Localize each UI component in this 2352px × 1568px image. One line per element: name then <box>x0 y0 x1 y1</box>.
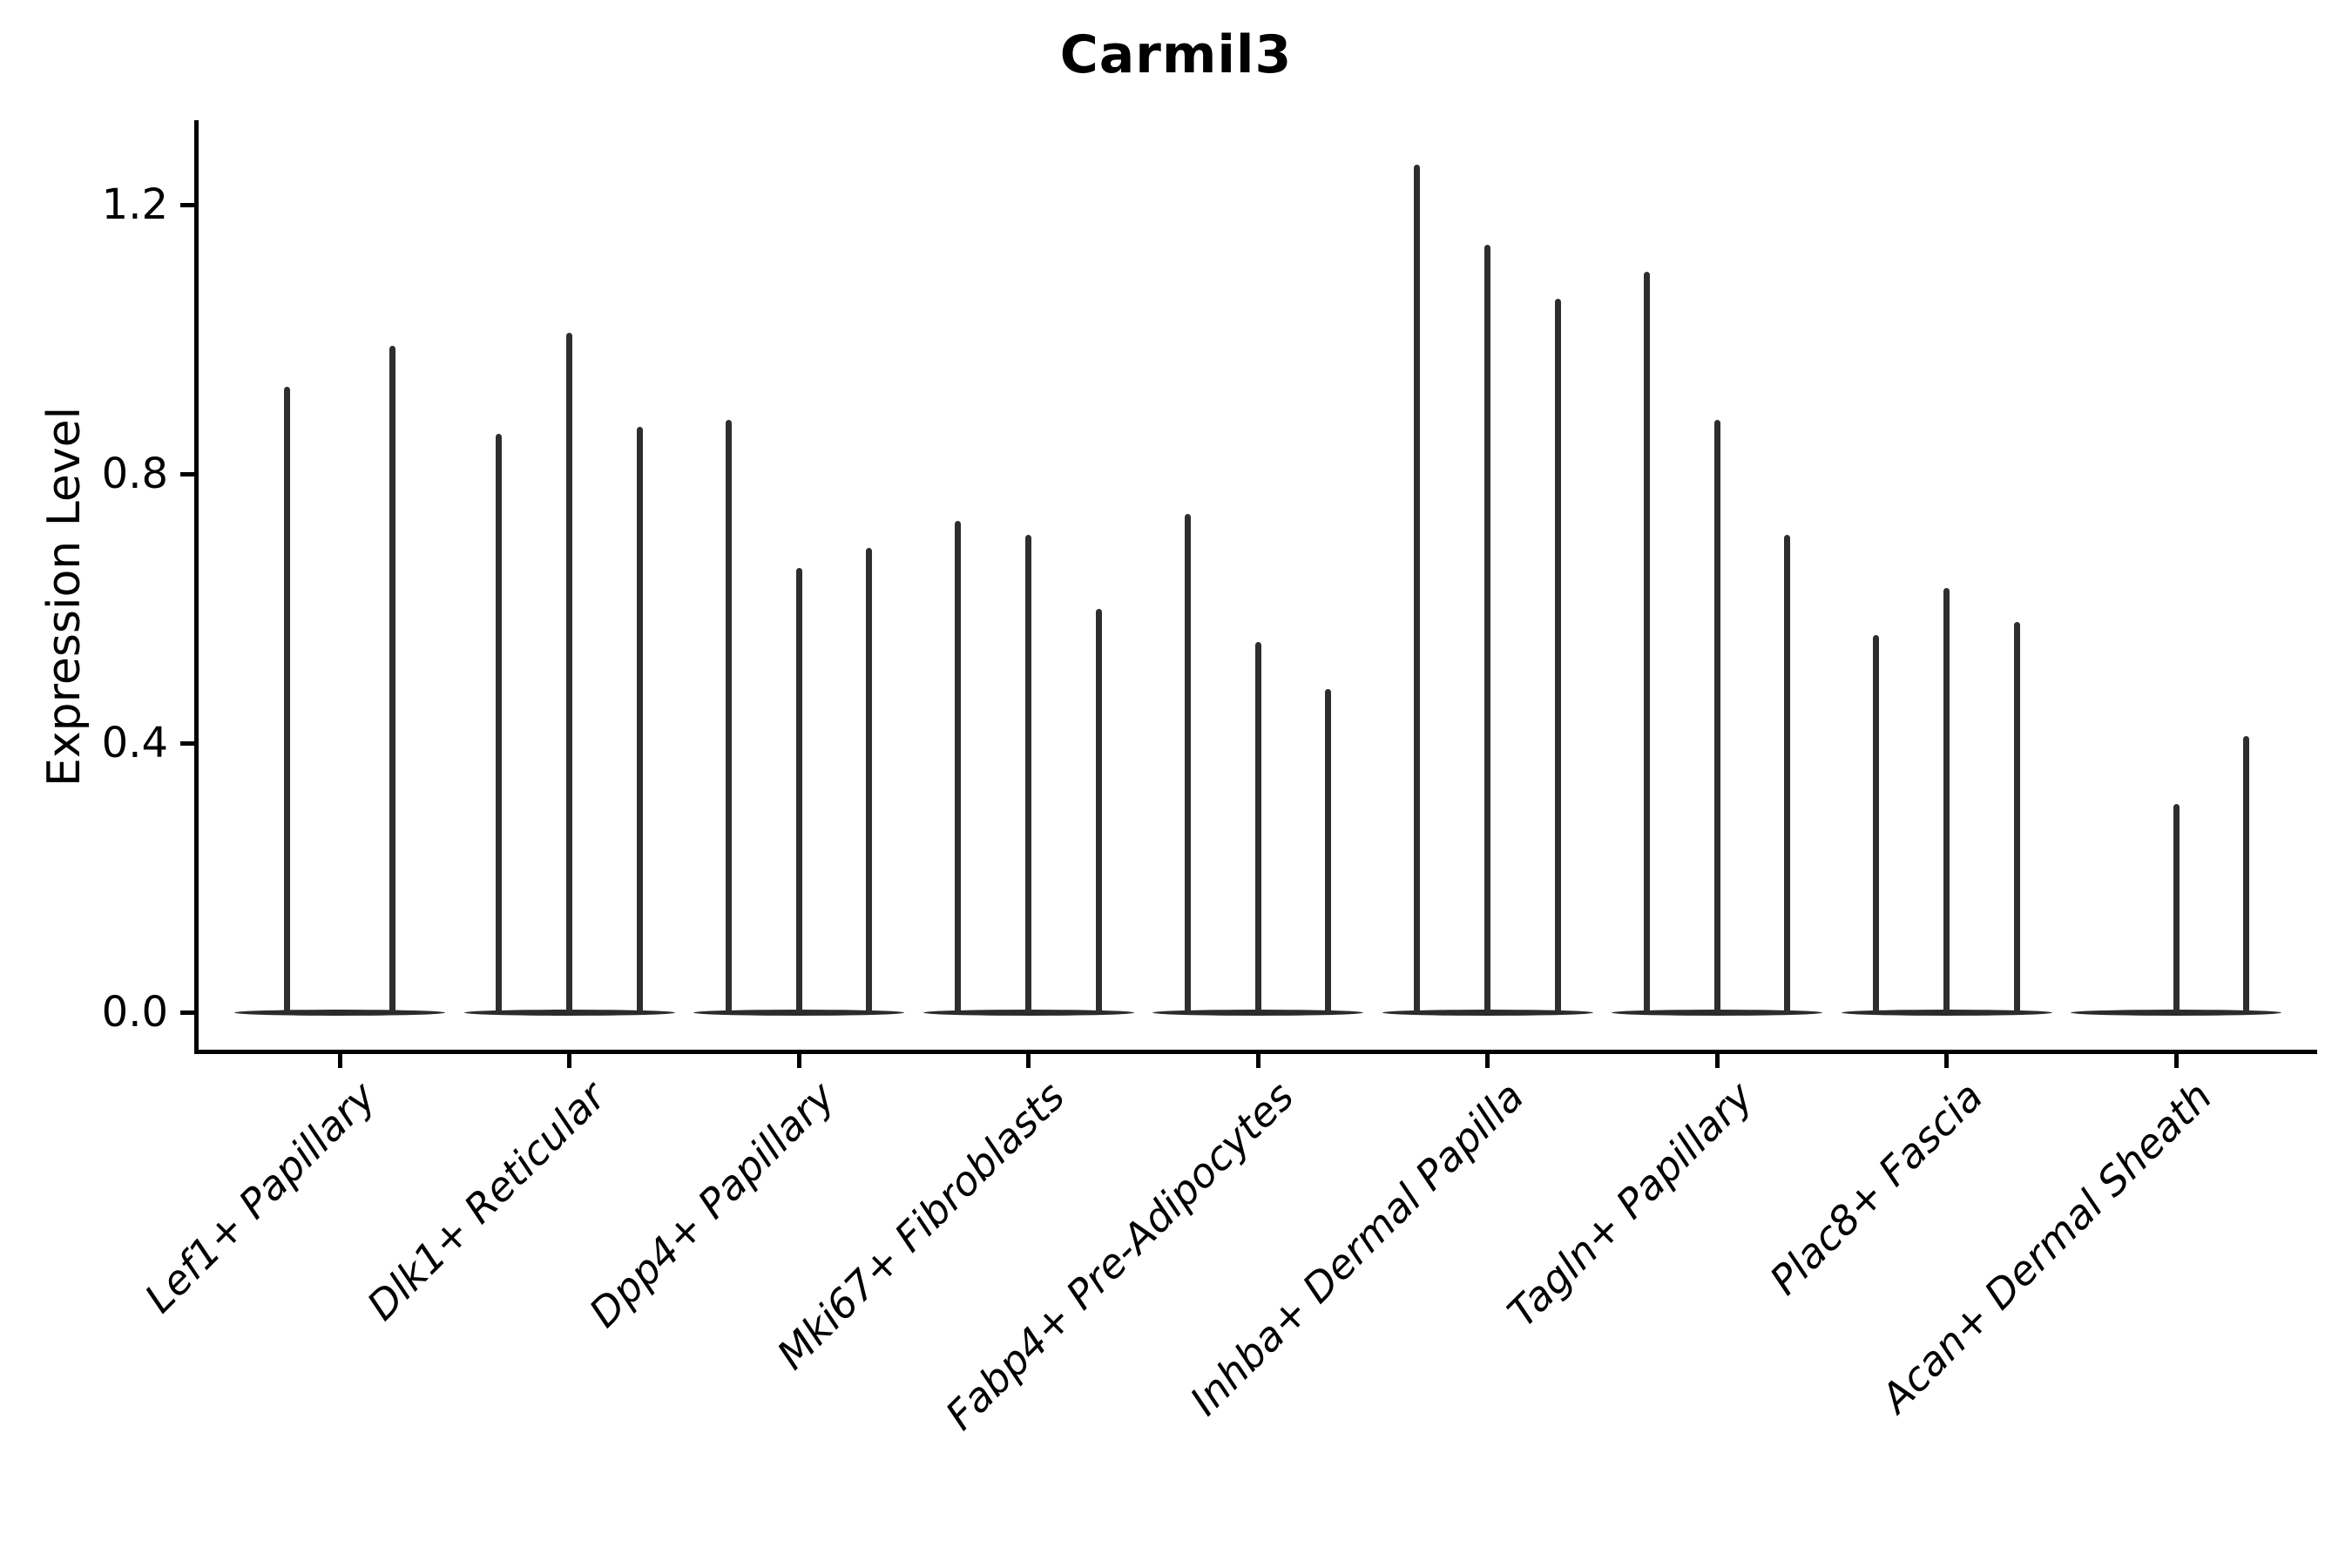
x-tick <box>796 1054 801 1068</box>
violin-spike <box>2243 736 2250 1012</box>
y-axis-line <box>194 120 199 1054</box>
violin-spike <box>2173 803 2180 1012</box>
x-axis-line <box>194 1050 2317 1054</box>
x-tick-label: Dpp4+ Papillary <box>579 1072 844 1336</box>
y-tick <box>180 202 194 207</box>
chart-title: Carmil3 <box>1059 24 1293 85</box>
violin-base <box>923 1009 1134 1016</box>
violin-spike <box>1414 164 1421 1012</box>
violin-spike <box>2013 621 2020 1012</box>
x-tick <box>1026 1054 1031 1068</box>
y-tick <box>180 471 194 476</box>
x-tick-label: Acan+ Dermal Sheath <box>1872 1072 2221 1422</box>
violin-base <box>234 1009 445 1016</box>
violin-spike <box>1254 642 1261 1012</box>
violin-spike <box>1025 534 1031 1012</box>
y-tick <box>180 740 194 746</box>
y-tick-label: 0.4 <box>101 719 168 767</box>
x-tick <box>1714 1054 1720 1068</box>
violin-spike <box>795 568 802 1012</box>
x-tick <box>1944 1054 1949 1068</box>
violin-spike <box>1713 420 1720 1012</box>
violin-spike <box>636 426 643 1012</box>
x-tick-label: Fabp4+ Pre-Adipocytes <box>936 1072 1303 1439</box>
violin-base <box>1612 1009 1822 1016</box>
x-tick <box>1485 1054 1490 1068</box>
violin-spike <box>1784 534 1791 1012</box>
violin-spike <box>496 433 503 1012</box>
x-tick <box>2173 1054 2179 1068</box>
violin-spike <box>1484 245 1490 1012</box>
violin-base <box>1841 1009 2052 1016</box>
y-tick-label: 0.8 <box>101 449 168 498</box>
violin-spike <box>1943 588 1950 1012</box>
y-tick-label: 1.2 <box>101 180 168 229</box>
y-axis-label: Expression Level <box>38 406 91 787</box>
violin-base <box>1382 1009 1593 1016</box>
violin-spike <box>284 386 290 1012</box>
violin-spike <box>1325 689 1332 1012</box>
x-tick-label: Inhba+ Dermal Papilla <box>1180 1072 1532 1425</box>
violin-spike <box>1095 608 1102 1012</box>
x-tick-label: Tagln+ Papillary <box>1498 1072 1762 1336</box>
violin-spike <box>1184 514 1191 1012</box>
y-tick-label: 0.0 <box>101 988 168 1037</box>
violin-spike <box>1554 299 1561 1012</box>
x-tick <box>567 1054 571 1068</box>
violin-spike <box>566 332 572 1012</box>
violin-base <box>1152 1009 1363 1016</box>
violin-spike <box>389 346 395 1012</box>
x-tick-label: Plac8+ Fascia <box>1760 1072 1991 1304</box>
violin-spike <box>1643 272 1650 1012</box>
violin-spike <box>866 547 873 1012</box>
y-tick <box>180 1010 194 1015</box>
violin-base <box>2071 1009 2281 1016</box>
x-tick-label: Mki67+ Fibroblasts <box>767 1072 1073 1379</box>
violin-spike <box>955 521 962 1012</box>
violin-spike <box>1873 635 1880 1012</box>
x-tick <box>1255 1054 1260 1068</box>
violin-base <box>693 1009 904 1016</box>
violin-spike <box>725 420 732 1012</box>
violin-base <box>463 1009 675 1016</box>
x-tick <box>337 1054 342 1068</box>
